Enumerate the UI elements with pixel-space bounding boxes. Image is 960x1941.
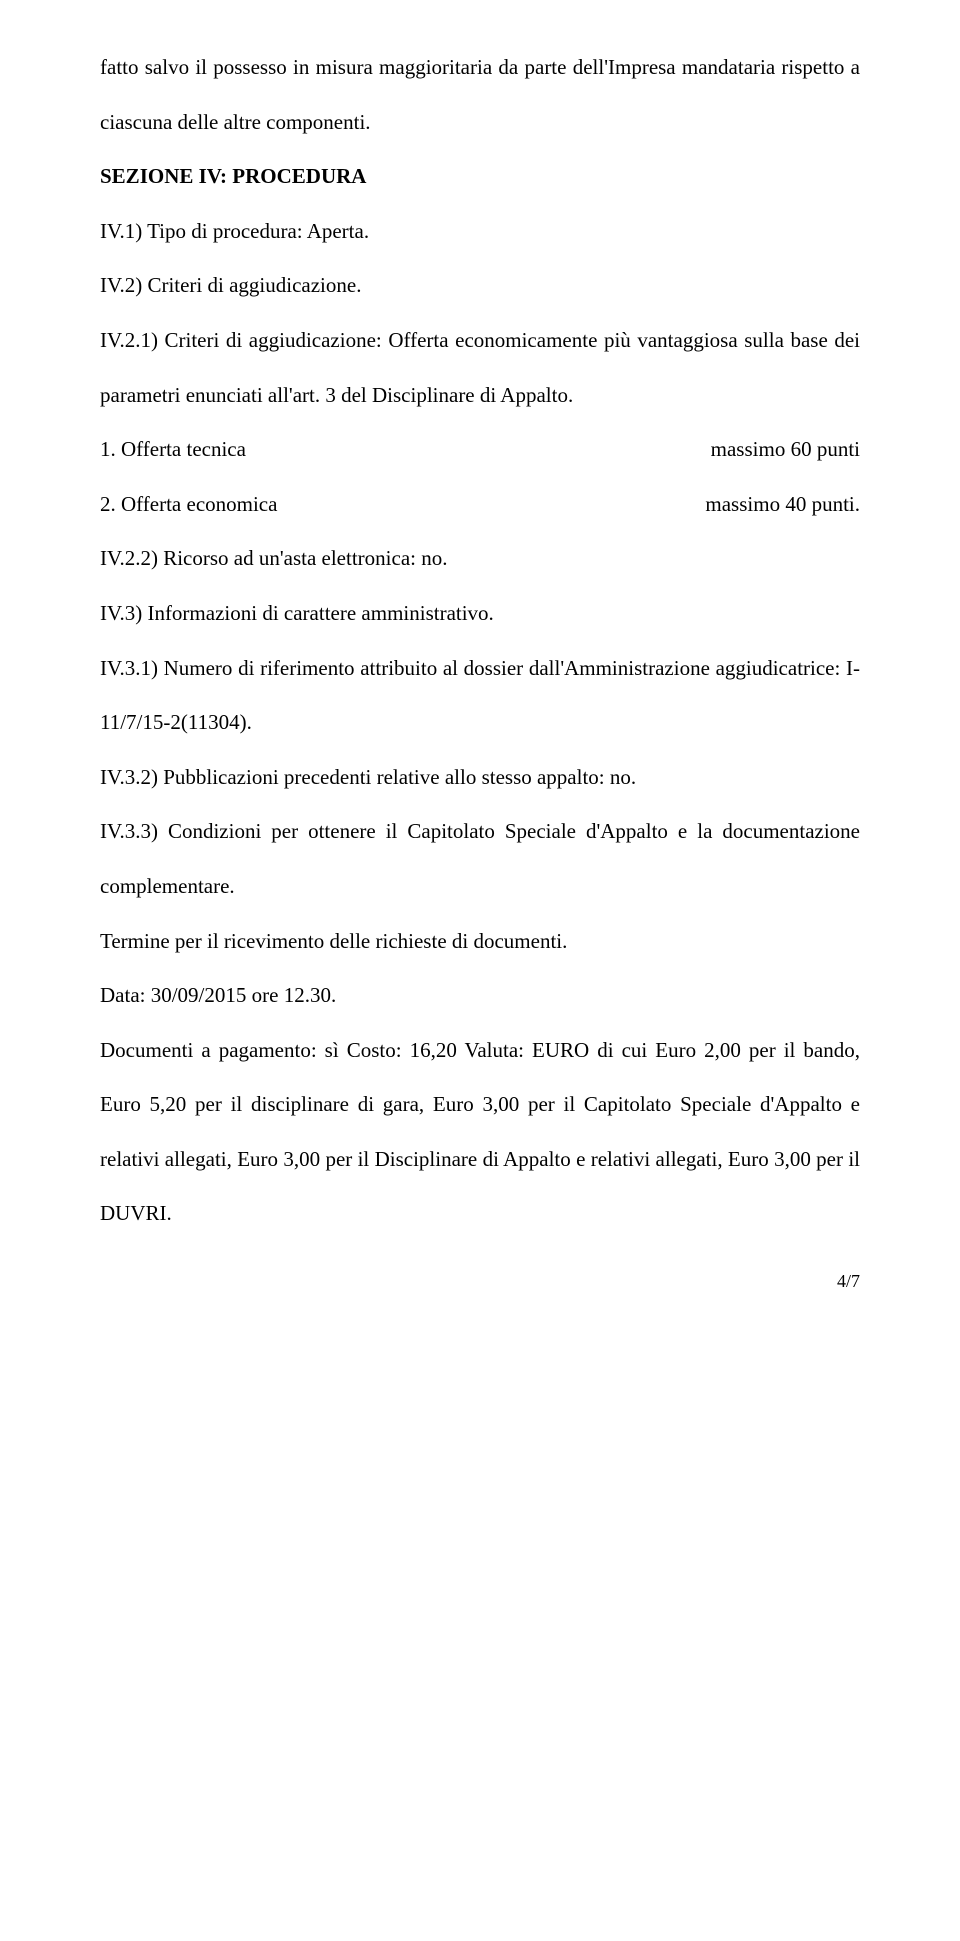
paragraph: IV.2.2) Ricorso ad un'asta elettronica: … — [100, 531, 860, 586]
points-label: 1. Offerta tecnica — [100, 422, 246, 477]
paragraph: Termine per il ricevimento delle richies… — [100, 914, 860, 969]
paragraph: fatto salvo il possesso in misura maggio… — [100, 40, 860, 149]
points-value: massimo 60 punti — [711, 422, 860, 477]
paragraph: IV.3.1) Numero di riferimento attribuito… — [100, 641, 860, 750]
paragraph: IV.2) Criteri di aggiudicazione. — [100, 258, 860, 313]
paragraph: IV.2.1) Criteri di aggiudicazione: Offer… — [100, 313, 860, 422]
paragraph: IV.1) Tipo di procedura: Aperta. — [100, 204, 860, 259]
points-row: 2. Offerta economica massimo 40 punti. — [100, 477, 860, 532]
points-row: 1. Offerta tecnica massimo 60 punti — [100, 422, 860, 477]
points-value: massimo 40 punti. — [705, 477, 860, 532]
paragraph: Documenti a pagamento: sì Costo: 16,20 V… — [100, 1023, 860, 1241]
paragraph: IV.3) Informazioni di carattere amminist… — [100, 586, 860, 641]
paragraph: IV.3.2) Pubblicazioni precedenti relativ… — [100, 750, 860, 805]
section-heading: SEZIONE IV: PROCEDURA — [100, 149, 860, 204]
points-label: 2. Offerta economica — [100, 477, 277, 532]
paragraph: IV.3.3) Condizioni per ottenere il Capit… — [100, 804, 860, 913]
page-number: 4/7 — [100, 1271, 860, 1293]
paragraph: Data: 30/09/2015 ore 12.30. — [100, 968, 860, 1023]
